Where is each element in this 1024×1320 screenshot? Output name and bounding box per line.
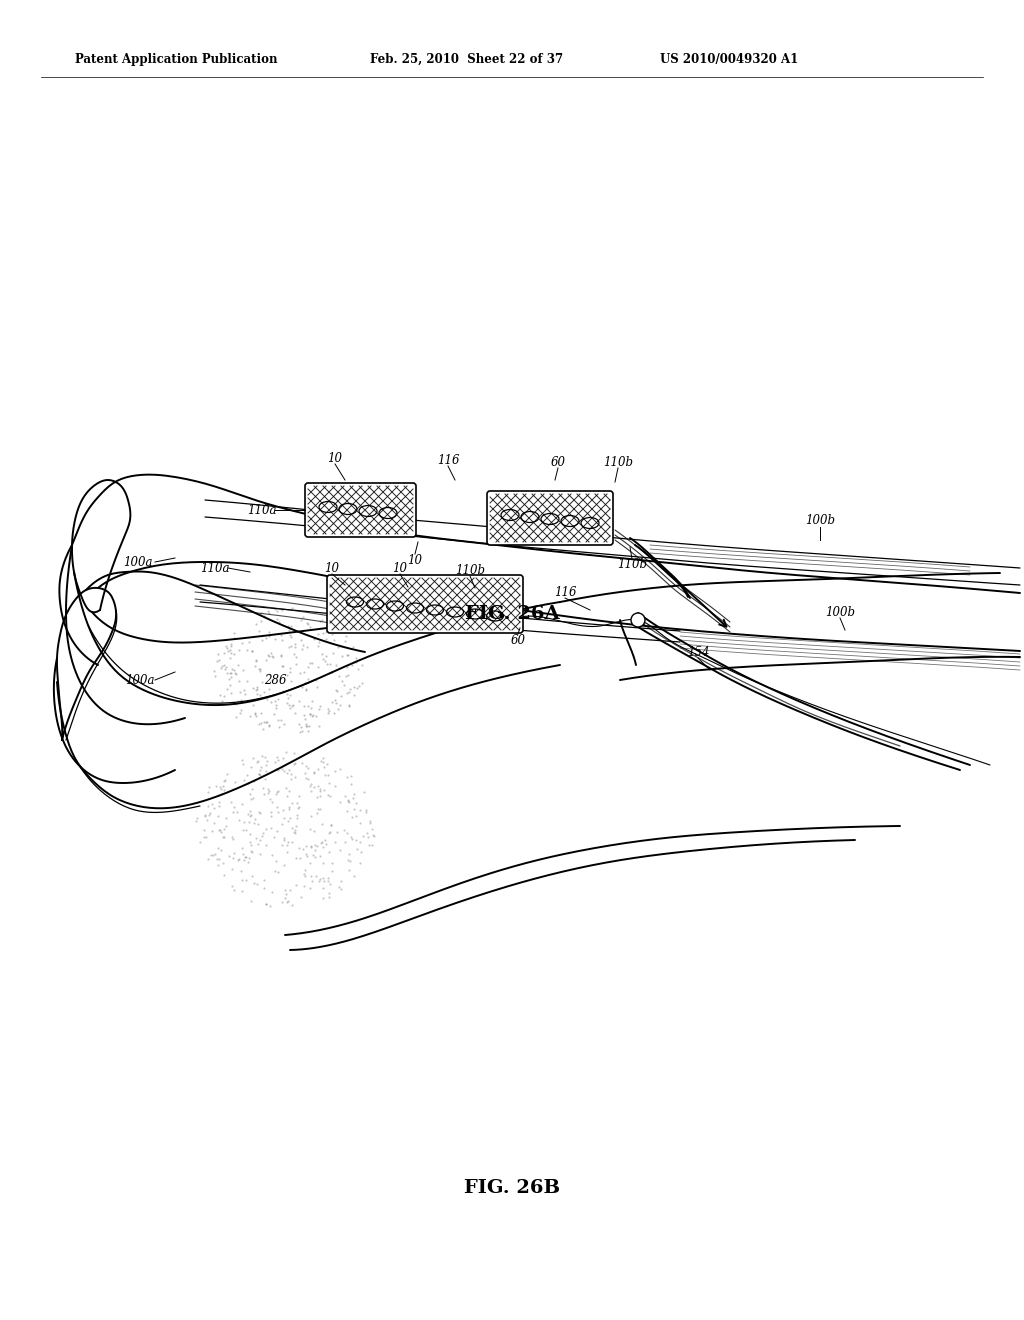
- Text: 100a: 100a: [123, 556, 153, 569]
- Text: 286: 286: [264, 673, 287, 686]
- Text: 100b: 100b: [825, 606, 855, 619]
- Text: 110a: 110a: [247, 503, 276, 516]
- Text: Feb. 25, 2010  Sheet 22 of 37: Feb. 25, 2010 Sheet 22 of 37: [370, 53, 563, 66]
- Text: 10: 10: [328, 451, 342, 465]
- FancyBboxPatch shape: [305, 483, 416, 537]
- Text: 110b: 110b: [455, 564, 485, 577]
- Text: 10: 10: [392, 561, 408, 574]
- Text: 10: 10: [325, 561, 340, 574]
- Text: 10: 10: [408, 553, 423, 566]
- Text: 116: 116: [437, 454, 459, 466]
- Text: 110b: 110b: [617, 558, 647, 572]
- Text: 100b: 100b: [805, 513, 835, 527]
- Text: 116: 116: [554, 586, 577, 598]
- FancyBboxPatch shape: [487, 491, 613, 545]
- Text: FIG. 26A: FIG. 26A: [465, 605, 559, 623]
- Text: 154: 154: [687, 645, 710, 659]
- Text: FIG. 26B: FIG. 26B: [464, 1179, 560, 1197]
- Text: Patent Application Publication: Patent Application Publication: [75, 53, 278, 66]
- Circle shape: [631, 612, 645, 627]
- FancyBboxPatch shape: [327, 576, 523, 634]
- Text: 60: 60: [551, 455, 565, 469]
- Text: 110a: 110a: [201, 561, 229, 574]
- Text: US 2010/0049320 A1: US 2010/0049320 A1: [660, 53, 799, 66]
- Text: 60: 60: [511, 634, 525, 647]
- Text: 110b: 110b: [603, 455, 633, 469]
- Text: 100a: 100a: [125, 673, 155, 686]
